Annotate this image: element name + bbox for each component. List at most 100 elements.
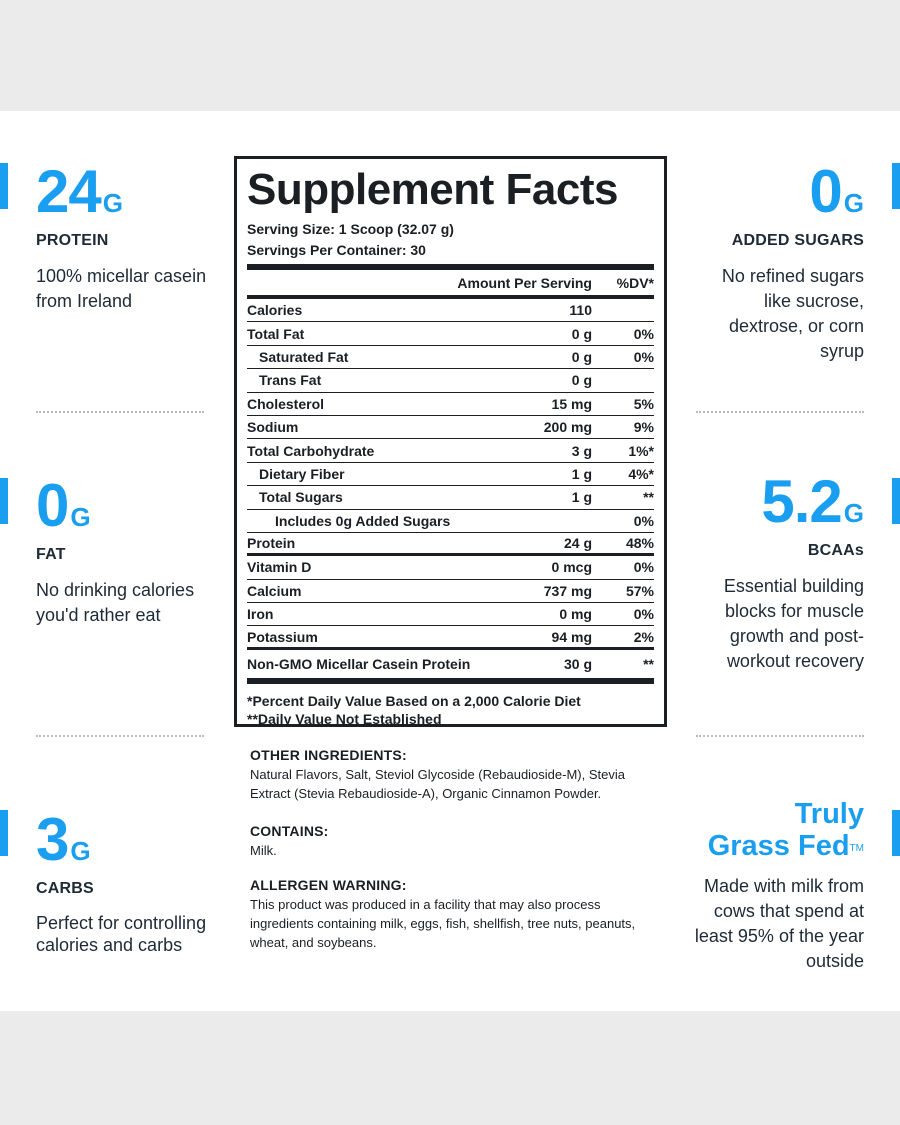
stat-unit: G <box>70 502 91 532</box>
fact-name: Total Carbohydrate <box>247 442 375 459</box>
fact-dv: 5% <box>633 395 654 412</box>
stat-value: 0 <box>809 158 842 225</box>
stat-description: Made with milk from cows that spend at l… <box>694 876 864 971</box>
facts-row: Total Fat 0 g 0% <box>247 322 654 346</box>
fact-name: Saturated Fat <box>259 348 349 365</box>
fact-amount: 0 g <box>571 372 592 389</box>
fact-amount: 200 mg <box>543 419 592 436</box>
stat-fat: 0G FAT No drinking calories you'd rather… <box>36 476 226 628</box>
facts-row: Potassium 94 mg 2% <box>247 626 654 650</box>
fact-dv: 0% <box>633 325 654 342</box>
facts-rows: Calories 110 Total Fat 0 g 0% Saturated Fat 0 … <box>247 299 654 678</box>
stat-label: BCAAs <box>807 542 864 559</box>
stat-label: ADDED SUGARS <box>731 232 864 249</box>
fact-dv: 0% <box>633 348 654 365</box>
fact-amount: 24 g <box>563 535 592 552</box>
stat-label: CARBS <box>36 880 94 897</box>
stat-description: Perfect for controlling calories and car… <box>36 913 207 955</box>
stat-unit: G <box>843 188 864 218</box>
contains-title: CONTAINS: <box>250 823 329 839</box>
fact-name: Calories <box>247 302 303 319</box>
fact-amount: 737 mg <box>543 582 592 599</box>
stat-description: 100% micellar casein from Ireland <box>36 266 207 311</box>
divider-thick <box>247 264 654 270</box>
fact-amount: 0 g <box>571 325 592 342</box>
stat-unit: G <box>102 188 123 218</box>
divider <box>696 411 864 413</box>
fact-dv: 9% <box>633 419 654 436</box>
stat-carbs: 3G CARBS Perfect for controlling calorie… <box>36 810 226 956</box>
stat-protein: 24G PROTEIN 100% micellar casein from Ir… <box>36 162 226 314</box>
facts-row: Calories 110 <box>247 299 654 323</box>
header-dv: %DV* <box>616 274 654 291</box>
facts-row: Dietary Fiber 1 g 4%* <box>247 463 654 487</box>
fact-dv: 57% <box>625 582 654 599</box>
fact-name: Calcium <box>247 582 302 599</box>
facts-row: Non-GMO Micellar Casein Protein 30 g ** <box>247 650 654 678</box>
facts-row: Protein 24 g 48% <box>247 533 654 557</box>
content-band <box>0 111 900 1011</box>
facts-row: Cholesterol 15 mg 5% <box>247 393 654 416</box>
facts-row: Saturated Fat 0 g 0% <box>247 346 654 370</box>
facts-row: Vitamin D 0 mcg 0% <box>247 556 654 580</box>
fact-amount: 15 mg <box>551 395 592 412</box>
accent-bar-right-1 <box>892 163 900 209</box>
contains-text: Milk. <box>250 843 277 858</box>
fact-amount: 30 g <box>563 655 592 672</box>
stat-value: 24 <box>36 158 102 225</box>
accent-bar-left-3 <box>0 810 8 856</box>
stat-unit: G <box>843 498 864 528</box>
fact-dv: 0% <box>633 559 654 576</box>
fact-name: Dietary Fiber <box>259 465 345 482</box>
stat-label: FAT <box>36 546 66 563</box>
facts-row: Iron 0 mg 0% <box>247 603 654 627</box>
fact-amount: 94 mg <box>551 628 592 645</box>
fact-name: Non-GMO Micellar Casein Protein <box>247 655 471 672</box>
fact-name: Iron <box>247 606 274 623</box>
supplement-facts-title: Supplement Facts <box>247 165 618 214</box>
allergen-warning: ALLERGEN WARNING: This product was produ… <box>250 876 660 952</box>
stat-unit: G <box>70 836 91 866</box>
fact-dv: 0% <box>633 512 654 529</box>
divider <box>36 735 204 737</box>
fact-dv: 0% <box>633 606 654 623</box>
fact-name: Protein <box>247 535 296 552</box>
fact-dv: 4%* <box>628 465 654 482</box>
brand-line-2: Grass Fed <box>707 830 850 862</box>
allergen-warning-title: ALLERGEN WARNING: <box>250 877 407 893</box>
fact-dv: ** <box>643 489 654 506</box>
fact-amount: 0 mg <box>559 606 592 623</box>
divider <box>696 735 864 737</box>
divider-thick <box>247 677 654 684</box>
stat-description: No drinking calories you'd rather eat <box>36 580 195 625</box>
divider-mid <box>247 296 654 299</box>
fact-name: Trans Fat <box>259 372 322 389</box>
accent-bar-left-2 <box>0 478 8 524</box>
stat-bcaas: 5.2G BCAAs Essential building blocks for… <box>664 472 864 674</box>
fact-name: Total Sugars <box>259 489 343 506</box>
stat-description: No refined sugars like sucrose, dextrose… <box>721 266 864 361</box>
fact-name: Vitamin D <box>247 559 312 576</box>
facts-row: Trans Fat 0 g <box>247 369 654 393</box>
footnote-dv: *Percent Daily Value Based on a 2,000 Ca… <box>247 692 581 709</box>
facts-row: Includes 0g Added Sugars 0% <box>247 510 654 533</box>
accent-bar-right-3 <box>892 810 900 856</box>
accent-bar-right-2 <box>892 478 900 524</box>
fact-name: Total Fat <box>247 325 305 342</box>
stat-value: 5.2 <box>761 468 842 535</box>
brand-line-1: Truly <box>794 798 864 830</box>
facts-row: Sodium 200 mg 9% <box>247 416 654 440</box>
fact-amount: 3 g <box>571 442 592 459</box>
stat-value: 0 <box>36 472 69 539</box>
footnote-not-established: **Daily Value Not Established <box>247 710 442 727</box>
fact-dv: 1%* <box>628 442 654 459</box>
fact-amount: 110 <box>569 302 592 319</box>
facts-row: Calcium 737 mg 57% <box>247 580 654 604</box>
stat-description: Essential building blocks for muscle gro… <box>723 576 864 671</box>
servings-per-container: Servings Per Container: 30 <box>247 242 426 258</box>
stat-added-sugars: 0G ADDED SUGARS No refined sugars like s… <box>664 162 864 364</box>
fact-name: Cholesterol <box>247 395 325 412</box>
fact-dv: 2% <box>633 628 654 645</box>
contains: CONTAINS: Milk. <box>250 822 660 860</box>
fact-dv: ** <box>643 655 654 672</box>
